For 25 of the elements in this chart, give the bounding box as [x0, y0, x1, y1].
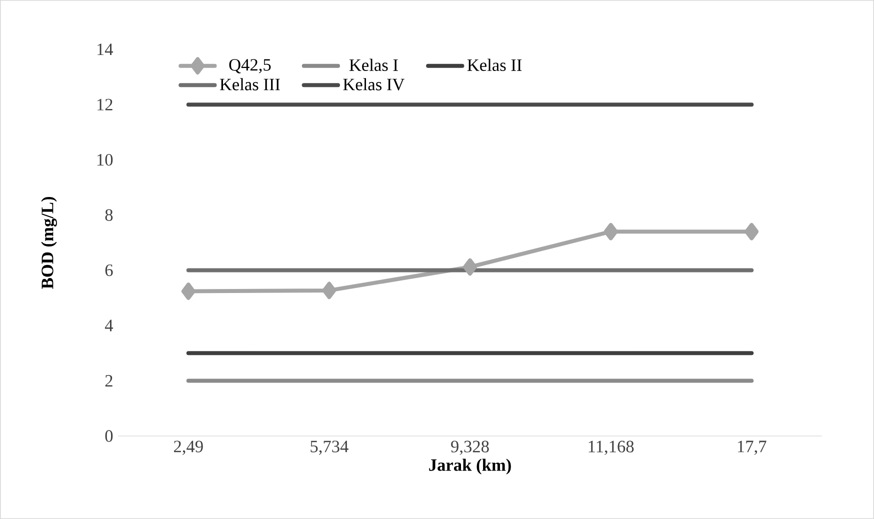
y-tick-label: 14 [97, 44, 114, 56]
legend-label: Kelas IV [343, 78, 405, 90]
point [322, 282, 336, 300]
point [463, 258, 478, 276]
y-tick-label: 0 [105, 430, 113, 442]
point [181, 282, 196, 300]
x-tick-label: 5,734 [310, 440, 348, 455]
y-tick-label: 4 [104, 320, 114, 332]
y-axis-title: BOD (mg/L) [41, 196, 57, 289]
legend-label: Kelas I [349, 58, 398, 71]
y-tick-label: 12 [97, 98, 112, 110]
x-tick-label: 11,168 [588, 440, 634, 455]
legend-label: Kelas III [220, 78, 280, 90]
legend-label: Kelas II [467, 58, 522, 71]
y-tick-label: 8 [105, 209, 113, 221]
legend-label: Q42,5 [229, 59, 271, 74]
point [604, 222, 618, 240]
x-tick-label: 2,49 [174, 440, 203, 455]
x-tick-label: 17,7 [738, 440, 766, 455]
point [744, 222, 759, 240]
y-tick-label: 10 [97, 154, 113, 166]
y-tick-label: 6 [105, 264, 113, 276]
x-tick-label: 9,328 [451, 440, 489, 455]
x-axis-title: Jarak (km) [429, 458, 511, 474]
y-tick-label: 2 [105, 375, 112, 386]
